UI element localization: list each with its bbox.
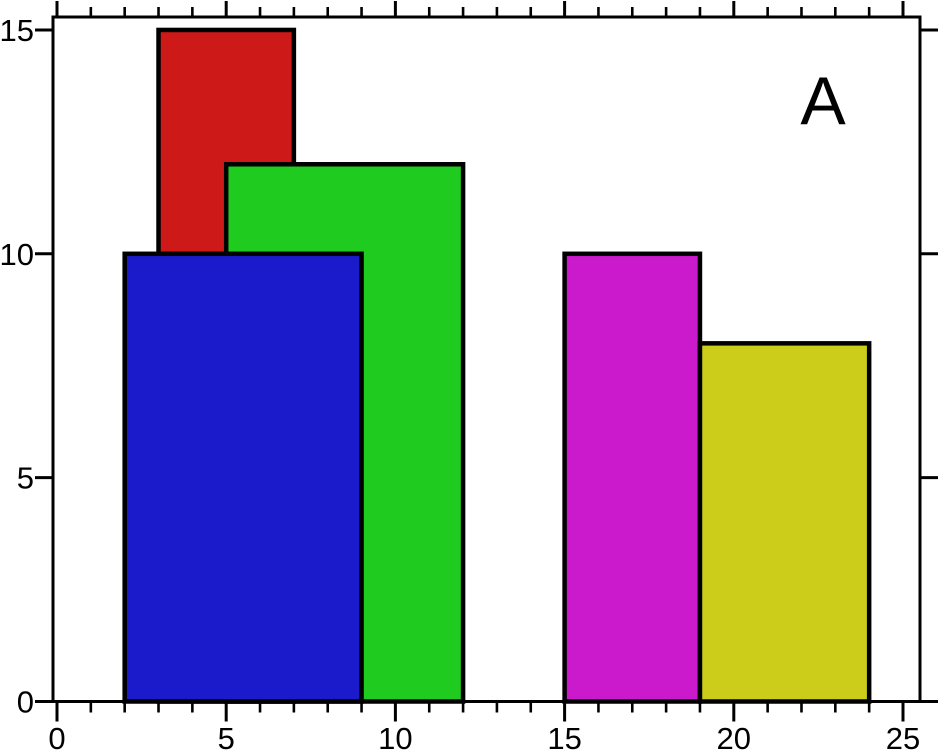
y-tick-label: 5 [17,461,34,496]
x-tick-label: 20 [717,721,751,753]
y-tick-label: 15 [0,13,34,48]
yellow-bar [697,341,872,704]
x-tick-label: 10 [378,721,412,753]
blue-bar [122,251,364,704]
x-tick-label: 25 [886,721,920,753]
x-tick-label: 15 [547,721,581,753]
y-tick-label: 0 [17,685,34,720]
panel-label: A [800,63,846,139]
plot-frame [51,15,922,703]
x-tick-label: 0 [48,721,65,753]
magenta-bar [562,251,703,704]
x-tick-label: 5 [218,721,235,753]
y-tick-label: 10 [0,237,34,272]
